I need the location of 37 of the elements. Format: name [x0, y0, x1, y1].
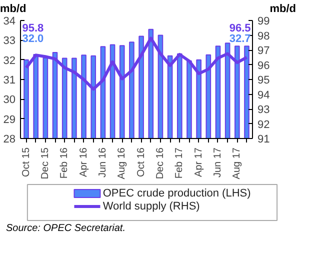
y-tick-label: 32: [3, 54, 16, 67]
x-tick-label: Jun 17: [212, 147, 224, 178]
y-axis-title: mb/d: [0, 2, 26, 16]
data-label: 96.5: [229, 22, 251, 35]
legend-label: OPEC crude production (LHS): [102, 188, 251, 200]
y-tick-label: 34: [3, 16, 16, 28]
x-tick-label: Dec 16: [154, 147, 166, 180]
data-label: 32.7: [229, 33, 251, 46]
x-tick-label: Apr 17: [193, 147, 204, 177]
y2-tick-label: 99: [258, 16, 270, 28]
x-tick-label: Dec 15: [40, 147, 51, 180]
y2-tick-label: 93: [258, 104, 270, 116]
y-tick-label: 33: [3, 35, 16, 48]
x-tick-label: Feb 16: [59, 147, 70, 179]
x-tick-label: Apr 16: [78, 147, 90, 177]
x-tick-label: Oct 16: [136, 147, 147, 177]
x-tick-label: Jun 16: [97, 147, 108, 178]
x-tick-label: Aug 17: [232, 147, 243, 180]
y2-tick-label: 92: [258, 118, 270, 131]
data-label: 32.0: [22, 33, 44, 46]
y-tick-label: 28: [3, 134, 16, 146]
x-tick-label: Aug 16: [116, 147, 128, 180]
x-tick-label: Oct 15: [20, 147, 32, 177]
legend-label: World supply (RHS): [102, 200, 200, 212]
y2-tick-label: 94: [258, 89, 270, 102]
y-tick-label: 31: [3, 74, 16, 86]
y2-tick-label: 96: [258, 60, 270, 72]
y2-tick-label: 97: [258, 45, 270, 57]
data-label: 95.8: [22, 22, 44, 35]
y2-axis-title: mb/d: [270, 2, 296, 16]
x-tick-label: Feb 17: [174, 147, 186, 179]
y2-tick-label: 95: [258, 74, 270, 86]
y2-tick-label: 91: [258, 134, 270, 146]
source-note: Source: OPEC Secretariat.: [6, 222, 126, 236]
y2-tick-label: 98: [258, 30, 270, 42]
y-tick-label: 30: [3, 94, 16, 106]
y-tick-label: 29: [3, 114, 16, 126]
